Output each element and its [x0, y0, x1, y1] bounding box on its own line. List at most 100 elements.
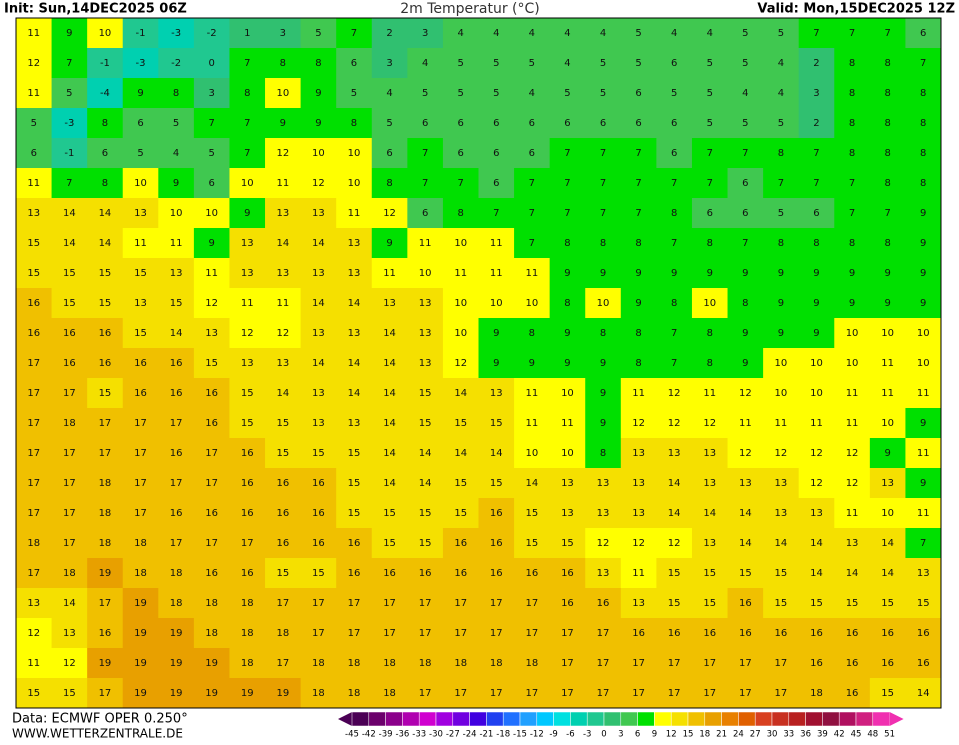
- temperature-value: 8: [600, 238, 606, 249]
- temperature-value: 7: [529, 178, 535, 189]
- temperature-value: 12: [383, 208, 396, 219]
- temperature-value: 18: [99, 478, 112, 489]
- legend-label: -24: [463, 730, 477, 740]
- legend-label: 36: [800, 730, 811, 740]
- temperature-cell: [87, 288, 124, 319]
- temperature-cell: [478, 288, 515, 319]
- temperature-value: -4: [100, 88, 110, 99]
- legend-label: -30: [429, 730, 443, 740]
- temperature-cell: [371, 168, 408, 199]
- temperature-value: 9: [671, 268, 677, 279]
- temperature-cell: [371, 528, 408, 559]
- temperature-value: 8: [102, 178, 108, 189]
- temperature-cell: [158, 18, 195, 49]
- temperature-cell: [442, 258, 479, 289]
- temperature-cell: [16, 168, 53, 199]
- temperature-value: 16: [739, 628, 752, 639]
- temperature-value: 9: [66, 28, 72, 39]
- temperature-cell: [727, 468, 764, 499]
- temperature-cell: [585, 228, 622, 259]
- temperature-cell: [87, 348, 124, 379]
- temperature-cell: [691, 318, 729, 349]
- temperature-cell: [620, 108, 657, 139]
- temperature-value: 14: [739, 508, 752, 519]
- temperature-value: 15: [205, 358, 218, 369]
- temperature-value: 10: [419, 268, 432, 279]
- temperature-value: 6: [493, 178, 499, 189]
- temperature-cell: [585, 318, 622, 349]
- temperature-value: 8: [884, 58, 890, 69]
- temperature-value: 17: [561, 688, 574, 699]
- legend-swatch: [805, 711, 823, 727]
- temperature-value: 9: [813, 268, 819, 279]
- temperature-value: 12: [739, 388, 752, 399]
- temperature-value: 12: [632, 538, 645, 549]
- temperature-value: 19: [134, 688, 147, 699]
- temperature-cell: [691, 678, 729, 709]
- temperature-cell: [229, 528, 266, 559]
- temperature-value: 13: [703, 448, 716, 459]
- temperature-cell: [834, 558, 871, 589]
- temperature-value: 9: [208, 238, 214, 249]
- temperature-value: 7: [884, 28, 890, 39]
- temperature-cell: [620, 498, 657, 529]
- temperature-cell: [727, 78, 764, 109]
- temperature-value: 13: [490, 388, 503, 399]
- temperature-value: 16: [276, 508, 289, 519]
- temperature-cell: [869, 348, 906, 379]
- temperature-value: 15: [810, 598, 823, 609]
- legend-swatch: [704, 711, 722, 727]
- temperature-cell: [51, 288, 88, 319]
- temperature-value: 15: [27, 238, 40, 249]
- temperature-value: 8: [351, 118, 357, 129]
- temperature-cell: [763, 408, 800, 439]
- temperature-cell: [87, 48, 124, 79]
- temperature-cell: [620, 258, 657, 289]
- temperature-value: 13: [312, 328, 325, 339]
- temperature-value: 6: [422, 118, 428, 129]
- temperature-value: 17: [454, 628, 467, 639]
- temperature-cell: [300, 588, 337, 619]
- temperature-cell: [300, 18, 337, 49]
- temperature-value: 16: [63, 358, 76, 369]
- temperature-cell: [51, 558, 88, 589]
- temperature-value: 13: [170, 268, 183, 279]
- temperature-value: 16: [241, 568, 254, 579]
- temperature-cell: [620, 18, 657, 49]
- temperature-value: 10: [454, 328, 467, 339]
- temperature-value: 8: [884, 88, 890, 99]
- legend-label: 30: [767, 730, 778, 740]
- temperature-cell: [549, 48, 586, 79]
- temperature-cell: [51, 498, 88, 529]
- temperature-cell: [300, 258, 337, 289]
- temperature-cell: [371, 558, 408, 589]
- temperature-value: 10: [490, 298, 503, 309]
- temperature-cell: [407, 588, 444, 619]
- temperature-value: 13: [276, 358, 289, 369]
- temperature-cell: [87, 318, 124, 349]
- temperature-value: 17: [27, 508, 40, 519]
- temperature-cell: [763, 18, 800, 49]
- temperature-value: 14: [63, 238, 76, 249]
- temperature-cell: [834, 198, 871, 229]
- temperature-cell: [798, 438, 835, 469]
- temperature-cell: [122, 18, 159, 49]
- temperature-cell: [442, 228, 479, 259]
- temperature-cell: [51, 198, 88, 229]
- temperature-value: 6: [671, 118, 677, 129]
- temperature-value: 16: [27, 298, 40, 309]
- temperature-value: 2: [813, 58, 819, 69]
- temperature-cell: [763, 228, 800, 259]
- temperature-value: 15: [170, 298, 183, 309]
- temperature-cell: [122, 528, 159, 559]
- temperature-value: 9: [884, 448, 890, 459]
- temperature-value: 11: [810, 418, 823, 429]
- temperature-cell: [265, 228, 302, 259]
- temperature-value: 11: [632, 568, 645, 579]
- temperature-cell: [442, 288, 479, 319]
- temperature-value: 17: [170, 538, 183, 549]
- temperature-cell: [478, 48, 515, 79]
- temperature-cell: [727, 258, 764, 289]
- temperature-value: 8: [635, 328, 641, 339]
- temperature-cell: [798, 648, 835, 679]
